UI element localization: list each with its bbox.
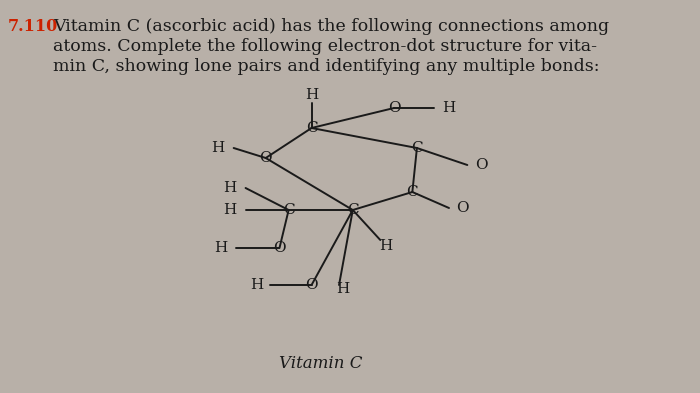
Text: O: O (273, 241, 286, 255)
Text: H: H (305, 88, 318, 102)
Text: Vitamin C: Vitamin C (279, 355, 363, 372)
Text: C: C (306, 121, 317, 135)
Text: min C, showing lone pairs and identifying any multiple bonds:: min C, showing lone pairs and identifyin… (53, 58, 600, 75)
Text: O: O (305, 278, 318, 292)
Text: atoms. Complete the following electron-dot structure for vita-: atoms. Complete the following electron-d… (53, 38, 597, 55)
Text: H: H (214, 241, 228, 255)
Text: O: O (475, 158, 487, 172)
Text: O: O (456, 201, 469, 215)
Text: Vitamin C (ascorbic acid) has the following connections among: Vitamin C (ascorbic acid) has the follow… (53, 18, 609, 35)
Text: H: H (211, 141, 225, 155)
Text: C: C (347, 203, 358, 217)
Text: H: H (442, 101, 455, 115)
Text: C: C (411, 141, 423, 155)
Text: H: H (250, 278, 263, 292)
Text: O: O (388, 101, 400, 115)
Text: H: H (223, 203, 237, 217)
Text: H: H (379, 239, 393, 253)
Text: O: O (260, 151, 272, 165)
Text: H: H (223, 181, 237, 195)
Text: H: H (336, 282, 349, 296)
Text: C: C (283, 203, 295, 217)
Text: C: C (407, 185, 418, 199)
Text: 7.110: 7.110 (7, 18, 57, 35)
